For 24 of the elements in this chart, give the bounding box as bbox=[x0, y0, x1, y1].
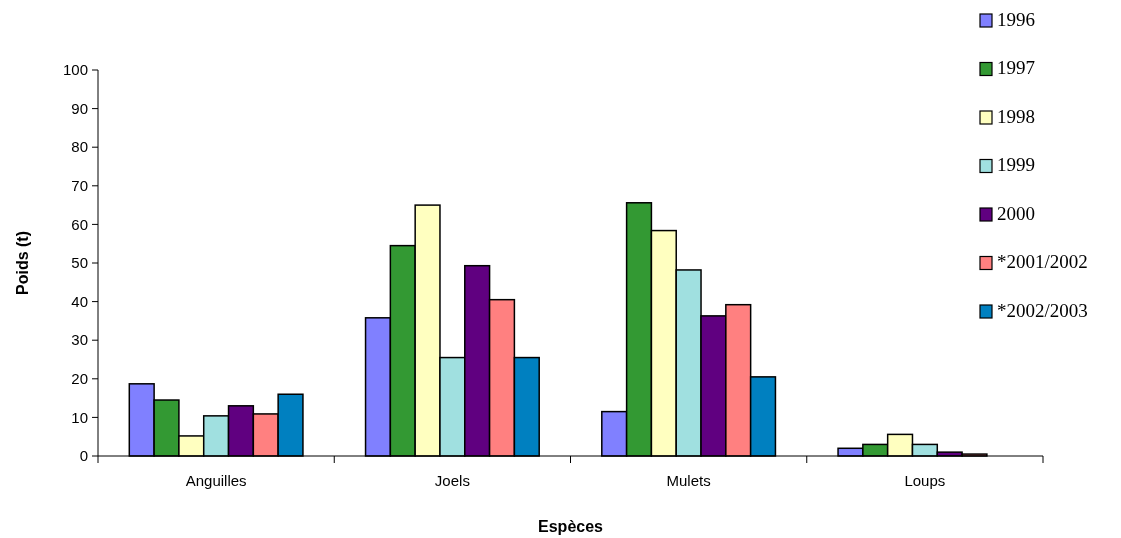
legend-label: 2000 bbox=[997, 202, 1035, 224]
x-tick-label: Anguilles bbox=[185, 472, 247, 489]
x-tick-label: Loups bbox=[904, 472, 946, 489]
y-tick-label: 60 bbox=[71, 215, 88, 233]
x-tick-label: Mulets bbox=[666, 472, 711, 489]
legend-label: 1996 bbox=[997, 8, 1035, 30]
y-tick-label: 10 bbox=[71, 408, 88, 426]
x-tick-label: Joels bbox=[434, 472, 470, 489]
legend-label: *2001/2002 bbox=[997, 251, 1088, 272]
legend-label: 1999 bbox=[997, 154, 1035, 175]
y-tick-label: 90 bbox=[71, 99, 88, 117]
legend-label: *2002/2003 bbox=[997, 299, 1088, 321]
x-axis-title: Espèces bbox=[538, 518, 604, 535]
y-tick-label: 40 bbox=[71, 292, 88, 310]
y-tick-label: 100 bbox=[62, 61, 88, 79]
y-tick-label: 80 bbox=[71, 138, 88, 156]
y-tick-label: 50 bbox=[71, 254, 88, 272]
legend-label: 1997 bbox=[997, 57, 1035, 78]
y-tick-label: 70 bbox=[71, 177, 88, 195]
y-tick-label: 20 bbox=[71, 370, 88, 388]
y-axis-title: Poids (t) bbox=[14, 231, 31, 295]
y-tick-label: 0 bbox=[79, 447, 88, 465]
y-tick-label: 30 bbox=[71, 331, 88, 349]
legend-label: 1998 bbox=[997, 105, 1035, 127]
